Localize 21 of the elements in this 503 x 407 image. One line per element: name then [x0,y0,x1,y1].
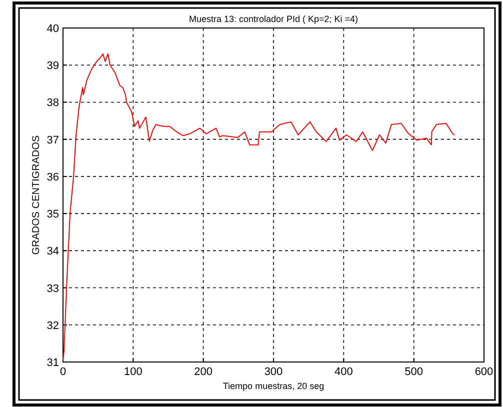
y-tick-label: 40 [46,23,59,35]
y-tick-label: 38 [46,97,59,110]
y-tick-label: 39 [46,60,59,72]
x-axis-title: Tiempo muestras, 20 seg [222,381,324,391]
x-tick-label: 600 [474,366,494,378]
x-tick-label: 0 [60,366,66,378]
y-tick-label: 32 [46,320,59,332]
x-tick-label: 100 [124,366,142,378]
x-tick-label: 400 [334,366,353,378]
y-tick-label: 37 [46,134,59,146]
line-series [62,53,456,361]
y-axis-title: GRADOS CENTIGRADOS [31,134,42,255]
y-tick-label: 34 [46,246,59,258]
x-tick-label: 300 [264,366,283,378]
x-tick-label: 500 [404,366,424,378]
y-tick-label: 35 [46,208,59,221]
y-tick-label: 31 [46,357,59,369]
x-tick-label: 200 [194,366,213,378]
y-tick-label: 36 [46,171,59,184]
y-tick-label: 33 [46,282,59,295]
chart-title: Muestra 13: controlador PId ( Kp=2; Ki =4) [188,14,358,24]
